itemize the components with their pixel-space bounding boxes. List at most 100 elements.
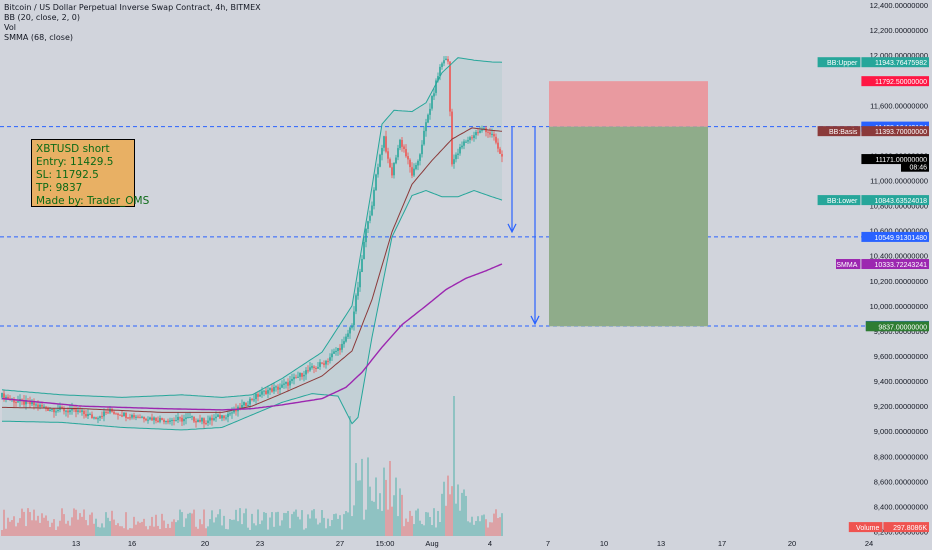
candle-body xyxy=(17,401,19,403)
volume-bar xyxy=(321,510,323,536)
volume-bar xyxy=(195,526,197,536)
volume-bar xyxy=(259,524,261,536)
candle-body xyxy=(241,405,243,410)
candle-body xyxy=(265,390,267,395)
bb-upper-line xyxy=(1,57,503,398)
price-label-value: 11792.50000000 xyxy=(875,79,927,86)
volume-bar xyxy=(427,512,429,536)
volume-bar xyxy=(385,479,387,536)
candle-body xyxy=(227,413,229,418)
volume-bar xyxy=(47,520,49,536)
candle-body xyxy=(339,348,341,351)
candle-body xyxy=(429,108,431,115)
volume-bar xyxy=(7,517,9,536)
candle-body xyxy=(209,417,211,421)
volume-bar xyxy=(461,492,463,536)
candle-body xyxy=(199,419,201,422)
volume-bar xyxy=(311,510,313,536)
arrow-short-head xyxy=(507,223,517,234)
volume-bar xyxy=(35,520,37,536)
candle-body xyxy=(475,132,477,136)
candle-body xyxy=(281,384,283,388)
candle-body xyxy=(33,402,35,406)
x-tick-label: 10 xyxy=(600,539,608,548)
candle-body xyxy=(421,144,423,155)
volume-bar xyxy=(9,521,11,536)
volume-bar xyxy=(109,521,111,536)
candle-body xyxy=(153,417,155,421)
candle-body xyxy=(471,137,473,139)
volume-bar xyxy=(475,520,477,536)
volume-bar xyxy=(59,520,61,536)
volume-bar xyxy=(149,525,151,536)
price-label-box xyxy=(865,321,929,332)
volume-bar xyxy=(333,514,335,536)
volume-bar xyxy=(93,523,95,536)
candle-body xyxy=(349,327,351,334)
volume-bar xyxy=(179,509,181,536)
price-label-box xyxy=(861,154,929,165)
candle-body xyxy=(139,417,141,419)
volume-bar xyxy=(471,516,473,536)
volume-bar xyxy=(67,520,69,536)
plot-area xyxy=(0,0,888,536)
volume-bar xyxy=(1,530,3,536)
candle-body xyxy=(255,393,257,400)
y-tick-label: 9,200.00000000 xyxy=(874,402,928,411)
volume-bar xyxy=(183,526,185,536)
volume-bar xyxy=(163,520,165,536)
volume-bar xyxy=(451,486,453,536)
volume-bar xyxy=(147,529,149,536)
volume-bar xyxy=(145,526,147,536)
candle-body xyxy=(253,399,255,401)
volume-bar xyxy=(115,525,117,536)
candle-body xyxy=(313,366,315,368)
volume-bar xyxy=(239,508,241,536)
candle-body xyxy=(75,409,77,412)
candle-body xyxy=(445,58,447,61)
volume-bar xyxy=(285,513,287,536)
volume-bar xyxy=(377,509,379,536)
candle-body xyxy=(473,135,475,139)
candle-body xyxy=(229,413,231,415)
volume-bar xyxy=(125,512,127,536)
candle-body xyxy=(321,362,323,364)
volume-bar xyxy=(481,515,483,536)
volume-bar xyxy=(423,525,425,536)
candle-body xyxy=(235,409,237,412)
x-tick-label: 20 xyxy=(201,539,209,548)
candle-body xyxy=(79,410,81,412)
volume-bar xyxy=(27,508,29,536)
trade-note[interactable]: XBTUSD short Entry: 11429.5 SL: 11792.5 … xyxy=(31,139,149,207)
candle-body xyxy=(25,399,27,405)
price-label-value: 9837.00000000 xyxy=(878,324,927,331)
candle-body xyxy=(143,416,145,420)
candle-body xyxy=(185,417,187,419)
volume-bar xyxy=(61,508,63,536)
volume-bar xyxy=(245,508,247,536)
candle-body xyxy=(115,413,117,415)
volume-bar xyxy=(241,524,243,536)
volume-bar xyxy=(421,524,423,536)
candle-body xyxy=(401,139,403,147)
volume-bar xyxy=(479,521,481,536)
volume-bar xyxy=(65,523,67,536)
candle-body xyxy=(171,419,173,421)
candle-body xyxy=(65,410,67,412)
candle-body xyxy=(299,372,301,377)
candle-body xyxy=(419,154,421,161)
x-tick-label: 23 xyxy=(256,539,264,548)
volume-bar xyxy=(329,526,331,536)
volume-bar xyxy=(501,513,503,536)
price-label-value: 10333.72243241 xyxy=(874,262,927,269)
volume-bar xyxy=(351,516,353,536)
volume-bar xyxy=(117,523,119,536)
volume-bar xyxy=(211,510,213,536)
volume-bar xyxy=(493,513,495,536)
candle-body xyxy=(221,415,223,419)
y-tick-label: 10,200.00000000 xyxy=(870,277,928,286)
candle-body xyxy=(367,221,369,229)
candle-body xyxy=(311,366,313,368)
volume-bar xyxy=(79,513,81,536)
